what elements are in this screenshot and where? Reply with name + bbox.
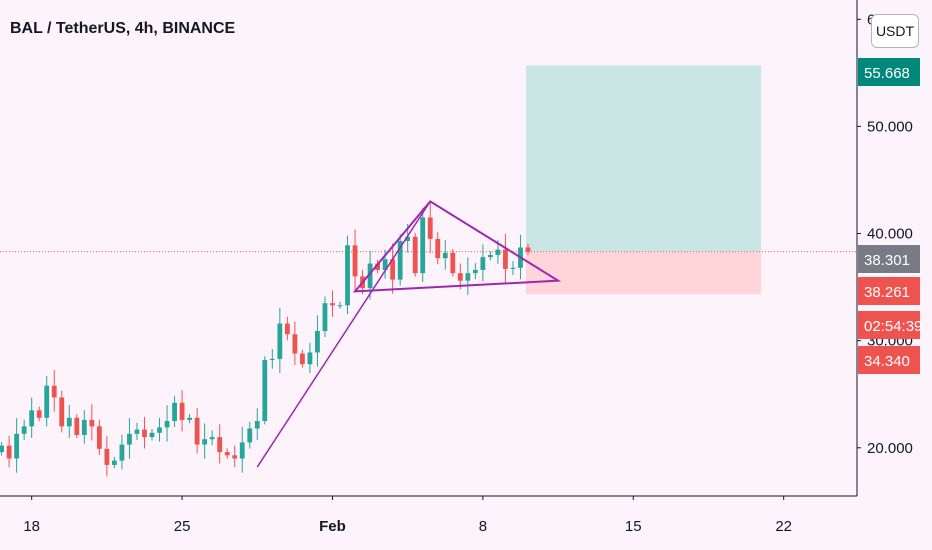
candle-body: [224, 452, 230, 456]
candle-body: [44, 385, 50, 418]
candle-body: [480, 257, 486, 270]
candle-body: [382, 259, 388, 270]
candle-body: [14, 433, 20, 459]
candle-body: [420, 217, 426, 274]
candle-body: [149, 432, 155, 438]
candle-body: [232, 455, 238, 459]
candle-body: [450, 252, 456, 274]
x-tick-label: 22: [775, 518, 792, 535]
price-tag-current: [858, 277, 920, 305]
candle-body: [465, 273, 471, 281]
y-tick-label: 50.000: [867, 118, 913, 135]
candle-body: [472, 269, 478, 274]
candle-body: [345, 245, 350, 306]
candle-body: [525, 247, 531, 252]
price-tag-target: [858, 58, 920, 86]
target-zone[interactable]: [526, 65, 762, 252]
candle-body: [21, 426, 27, 434]
candle-body: [157, 427, 162, 433]
candle-body: [6, 445, 12, 459]
candle-body: [495, 249, 501, 255]
price-tag-label: 34.340: [864, 353, 910, 370]
candle-body: [142, 429, 147, 438]
candle-body: [81, 419, 87, 435]
candle-body: [179, 402, 185, 420]
price-axis-panel[interactable]: [857, 0, 932, 550]
candle-body: [51, 385, 57, 398]
candle-body: [503, 249, 508, 269]
price-tag-label: 02:54:39: [864, 318, 922, 335]
candle-body: [442, 252, 448, 259]
candle-body: [112, 460, 117, 465]
candle-body: [127, 433, 132, 445]
trendline[interactable]: [256, 200, 431, 468]
candle-body: [194, 417, 200, 445]
time-axis-panel[interactable]: [0, 496, 857, 550]
price-tag-stop: [858, 346, 920, 374]
candle-body: [510, 267, 516, 269]
currency-button[interactable]: USDT: [871, 14, 919, 48]
candle-body: [315, 331, 320, 353]
chart-title: BAL / TetherUS, 4h, BINANCE: [10, 20, 236, 37]
candle-body: [435, 238, 441, 259]
triangle-pattern[interactable]: [352, 200, 562, 293]
price-tag-label: 38.261: [864, 284, 910, 301]
candle-body: [36, 410, 42, 418]
candle-body: [322, 303, 328, 332]
candle-body: [104, 448, 110, 465]
candle-body: [247, 428, 253, 443]
candle-body: [277, 323, 283, 359]
candle-body: [89, 419, 95, 427]
candle-body: [292, 334, 298, 354]
candle-body: [119, 444, 125, 461]
x-tick-label: 15: [625, 518, 642, 535]
candle-body: [217, 437, 223, 453]
candle-body: [164, 421, 170, 428]
candle-body: [375, 263, 380, 270]
candle-body: [457, 273, 463, 281]
candle-body: [390, 259, 396, 280]
candle-body: [488, 254, 493, 258]
candle-body: [187, 417, 192, 420]
candle-body: [405, 236, 411, 242]
candle-body: [59, 397, 65, 427]
stop-zone[interactable]: [526, 251, 762, 295]
candle-body: [300, 353, 305, 365]
candle-body: [412, 236, 418, 274]
x-tick-label: 8: [479, 518, 487, 535]
candle-body: [202, 439, 208, 445]
candle-body: [29, 410, 35, 427]
y-tick-label: 40.000: [867, 226, 913, 243]
candle-body: [352, 245, 358, 277]
price-tag-label: 38.301: [864, 252, 910, 269]
x-tick-label: 25: [174, 518, 191, 535]
candle-body: [269, 358, 275, 360]
candle-body: [0, 445, 5, 453]
candle-body: [330, 303, 335, 306]
candle-body: [367, 263, 373, 289]
candle-body: [74, 417, 80, 435]
candle-body: [262, 359, 268, 422]
candle-body: [337, 305, 343, 307]
candle-body: [397, 241, 403, 280]
candle-body: [96, 426, 102, 449]
candle-body: [307, 352, 313, 365]
x-tick-label: 18: [23, 518, 40, 535]
price-tag-countdown: [858, 311, 920, 339]
candle-body: [134, 429, 140, 434]
price-tag-label: 55.668: [864, 65, 910, 82]
candle-body: [254, 421, 260, 429]
candle-body: [66, 417, 72, 427]
candle-body: [427, 217, 433, 239]
candle-body: [172, 402, 177, 422]
candle-body: [239, 442, 245, 459]
candle-body: [284, 323, 290, 335]
candle-body: [209, 437, 215, 440]
x-tick-label: Feb: [319, 518, 346, 535]
y-tick-label: 20.000: [867, 440, 913, 457]
price-tag-last: [858, 245, 920, 273]
